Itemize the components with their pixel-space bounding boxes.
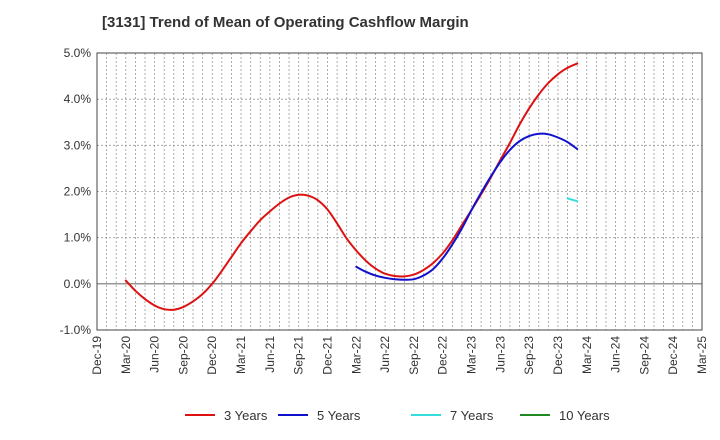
x-tick-label: Dec-19 xyxy=(90,336,104,375)
legend-label-7-years: 7 Years xyxy=(450,408,494,423)
x-axis-ticks: Dec-19 Mar-20 Jun-20 Sep-20 Dec-20 Mar-21 Jun-… xyxy=(90,336,709,375)
x-tick-label: Mar-22 xyxy=(349,336,363,374)
x-tick-label: Sep-20 xyxy=(176,336,190,375)
x-tick-label: Mar-24 xyxy=(580,336,594,374)
x-tick-label: Mar-25 xyxy=(695,336,709,374)
y-tick-label: 3.0% xyxy=(64,138,92,152)
legend-label-5-years: 5 Years xyxy=(317,408,361,423)
series-lines xyxy=(124,62,579,311)
x-tick-label: Mar-20 xyxy=(119,336,133,374)
y-tick-label: 2.0% xyxy=(64,185,92,199)
x-tick-label: Jun-23 xyxy=(493,336,507,373)
plot-frame xyxy=(96,52,703,331)
x-tick-label: Jun-22 xyxy=(378,336,392,373)
x-tick-label: Jun-24 xyxy=(609,336,623,373)
chart-title: [3131] Trend of Mean of Operating Cashfl… xyxy=(102,14,469,31)
y-tick-label: 1.0% xyxy=(64,231,92,245)
x-tick-label: Sep-24 xyxy=(637,336,651,375)
x-tick-label: Jun-21 xyxy=(263,336,277,373)
x-tick-label: Sep-22 xyxy=(407,336,421,375)
x-tick-label: Mar-23 xyxy=(465,336,479,374)
legend-label-3-years: 3 Years xyxy=(224,408,268,423)
x-tick-label: Jun-20 xyxy=(148,336,162,373)
series-line-3-years xyxy=(124,62,579,311)
x-tick-label: Dec-21 xyxy=(320,336,334,375)
x-tick-label: Dec-20 xyxy=(205,336,219,375)
grid xyxy=(97,53,702,330)
series-line-7-years xyxy=(566,197,579,203)
x-tick-label: Dec-22 xyxy=(436,336,450,375)
series-line-5-years xyxy=(355,132,579,281)
legend-label-10-years: 10 Years xyxy=(559,408,610,423)
y-tick-label: -1.0% xyxy=(60,323,92,337)
x-tick-label: Sep-23 xyxy=(522,336,536,375)
legend: 3 Years 5 Years 7 Years 10 Years xyxy=(185,408,610,423)
x-tick-label: Dec-23 xyxy=(551,336,565,375)
y-tick-label: 5.0% xyxy=(64,46,92,60)
x-tick-label: Sep-21 xyxy=(292,336,306,375)
x-tick-label: Mar-21 xyxy=(234,336,248,374)
y-axis-ticks: 5.0% 4.0% 3.0% 2.0% 1.0% 0.0% -1.0% xyxy=(60,46,92,337)
x-tick-label: Dec-24 xyxy=(666,336,680,375)
y-tick-label: 4.0% xyxy=(64,92,92,106)
y-tick-label: 0.0% xyxy=(64,277,92,291)
